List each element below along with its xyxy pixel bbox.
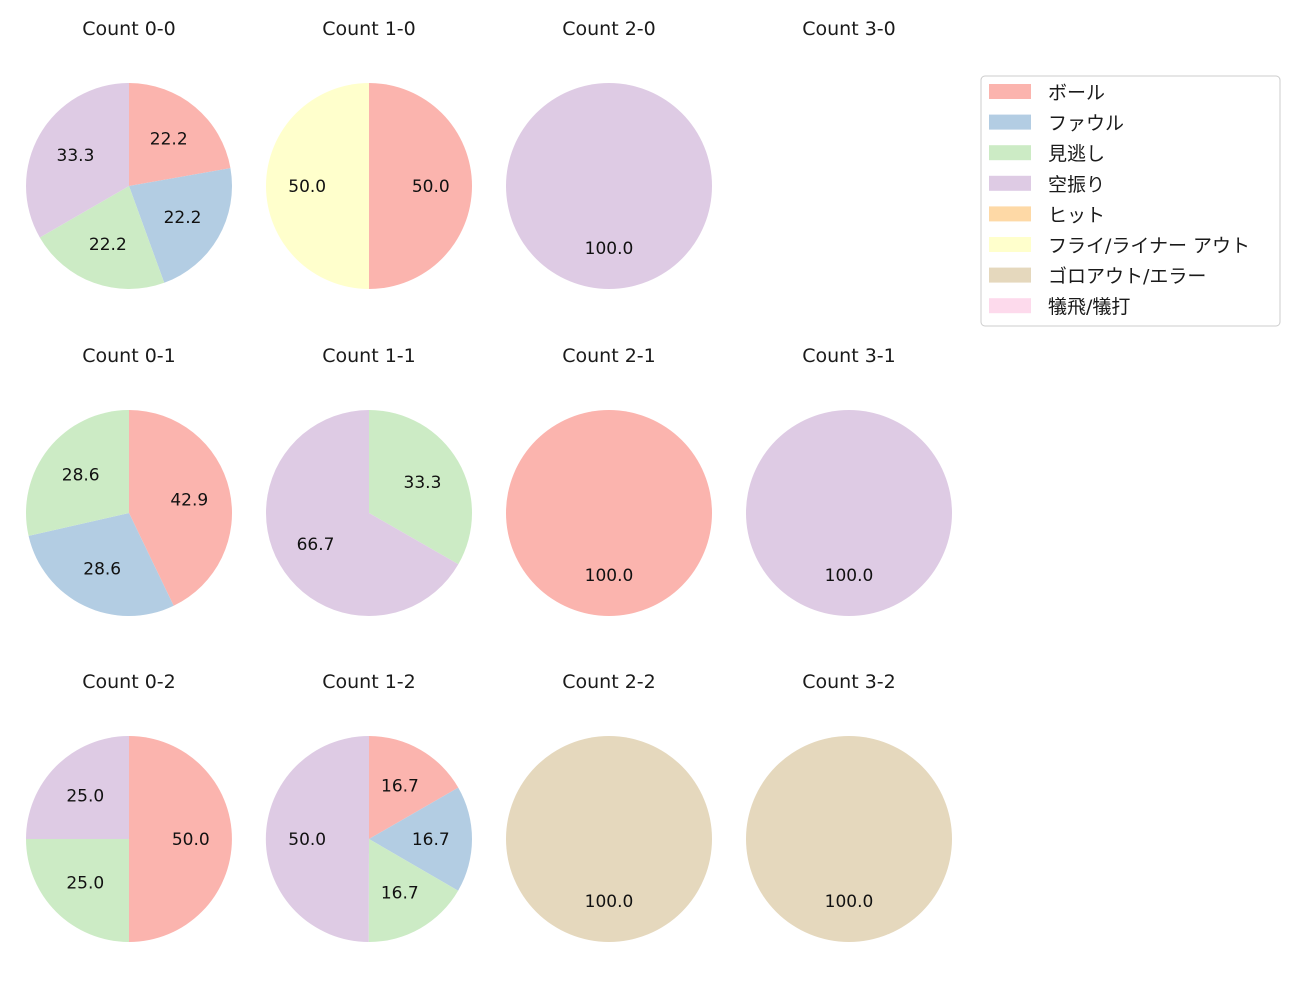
pies-group: Count 0-0 22.2 22.2 22.2 33.3 Count 1-0 50.0 50… xyxy=(25,18,952,943)
slice-label: 100.0 xyxy=(825,892,874,912)
pie-chart: Count 1-2 16.7 16.7 16.7 50.0 xyxy=(265,671,472,943)
legend-label: ファウル xyxy=(1048,113,1124,135)
legend-label: ゴロアウト/エラー xyxy=(1048,266,1206,288)
slice-label: 50.0 xyxy=(172,830,210,850)
legend-label: フライ/ライナー アウト xyxy=(1048,235,1250,257)
slice-label: 25.0 xyxy=(66,874,104,894)
slice-label: 25.0 xyxy=(66,786,104,806)
pie-title: Count 0-0 xyxy=(82,18,176,40)
legend-swatch xyxy=(989,84,1031,99)
legend-swatch xyxy=(989,237,1031,252)
legend-swatch xyxy=(989,175,1031,191)
pie-title: Count 1-1 xyxy=(322,345,416,367)
slice-label: 100.0 xyxy=(825,566,874,586)
legend-swatch xyxy=(989,145,1031,161)
pie-chart: Count 3-0 xyxy=(802,18,896,40)
pie-slice xyxy=(369,736,459,839)
slice-label: 100.0 xyxy=(585,239,634,259)
legend-label: 犠飛/犠打 xyxy=(1048,296,1130,318)
pie-title: Count 2-0 xyxy=(562,18,656,40)
pie-slice xyxy=(506,410,712,616)
pie-title: Count 3-2 xyxy=(802,671,896,693)
slice-label: 16.7 xyxy=(381,884,419,904)
pie-title: Count 2-2 xyxy=(562,671,656,693)
slice-label: 22.2 xyxy=(150,130,188,150)
pie-slice xyxy=(26,736,129,839)
pie-slice xyxy=(266,83,369,289)
slice-label: 50.0 xyxy=(288,830,326,850)
pie-slice xyxy=(369,787,472,891)
pie-chart: Count 2-0 100.0 xyxy=(506,18,712,289)
pie-slice xyxy=(368,839,459,943)
pie-slice xyxy=(369,83,472,289)
pie-slice xyxy=(746,736,952,942)
pie-chart: Count 0-1 42.9 28.6 28.6 xyxy=(25,345,233,617)
pie-slice xyxy=(746,410,952,616)
pie-slice xyxy=(506,736,712,942)
slice-label: 28.6 xyxy=(62,465,100,485)
slice-label: 42.9 xyxy=(170,490,208,510)
slice-label: 33.3 xyxy=(57,146,95,166)
pie-title: Count 2-1 xyxy=(562,345,656,367)
legend-frame xyxy=(980,75,1281,327)
pie-chart: Count 3-1 100.0 xyxy=(746,345,952,616)
pie-chart: Count 1-1 33.3 66.7 xyxy=(265,345,472,616)
slice-label: 28.6 xyxy=(83,560,121,580)
pie-title: Count 3-0 xyxy=(802,18,896,40)
pie-title: Count 3-1 xyxy=(802,345,896,367)
legend-swatch xyxy=(989,114,1031,130)
pie-slice xyxy=(39,186,165,290)
slice-label: 16.7 xyxy=(381,777,419,797)
legend-label: ボール xyxy=(1048,82,1105,104)
legend-label: 空振り xyxy=(1048,174,1105,196)
slice-label: 100.0 xyxy=(585,566,634,586)
pie-slice xyxy=(129,168,233,283)
slice-label: 33.3 xyxy=(404,473,442,493)
pie-title: Count 1-2 xyxy=(322,671,416,693)
slice-label: 22.2 xyxy=(89,235,127,255)
slice-label: 50.0 xyxy=(412,177,450,197)
pie-chart: Count 3-2 100.0 xyxy=(746,671,952,942)
slice-label: 66.7 xyxy=(297,535,335,555)
pie-chart: Count 0-0 22.2 22.2 22.2 33.3 xyxy=(26,18,233,290)
slice-label: 16.7 xyxy=(412,830,450,850)
pie-chart: Count 2-1 100.0 xyxy=(506,345,712,616)
pie-slice xyxy=(129,410,233,606)
pie-slice xyxy=(265,735,369,942)
pie-slice xyxy=(506,83,712,289)
pie-title: Count 1-0 xyxy=(322,18,416,40)
pie-slice xyxy=(25,410,129,536)
pie-slice xyxy=(369,410,472,565)
pie-slice xyxy=(26,839,129,942)
slice-label: 22.2 xyxy=(164,208,202,228)
legend-swatch xyxy=(989,267,1031,283)
legend-label: 見逃し xyxy=(1048,143,1105,165)
legend-swatch xyxy=(989,298,1031,314)
pie-slice xyxy=(129,736,232,942)
pie-slice xyxy=(265,410,459,616)
slice-label: 50.0 xyxy=(288,177,326,197)
pie-title: Count 0-1 xyxy=(82,345,176,367)
pie-chart: Count 2-2 100.0 xyxy=(506,671,712,942)
legend-swatch xyxy=(989,206,1031,222)
legend-label: ヒット xyxy=(1048,204,1105,226)
pie-slice xyxy=(26,83,129,238)
slice-label: 100.0 xyxy=(585,892,634,912)
pie-chart: Count 0-2 50.0 25.0 25.0 xyxy=(26,671,232,942)
pie-title: Count 0-2 xyxy=(82,671,176,693)
pie-chart: Count 1-0 50.0 50.0 xyxy=(266,18,472,289)
pie-slice xyxy=(129,83,231,186)
pie-slice xyxy=(28,513,174,617)
